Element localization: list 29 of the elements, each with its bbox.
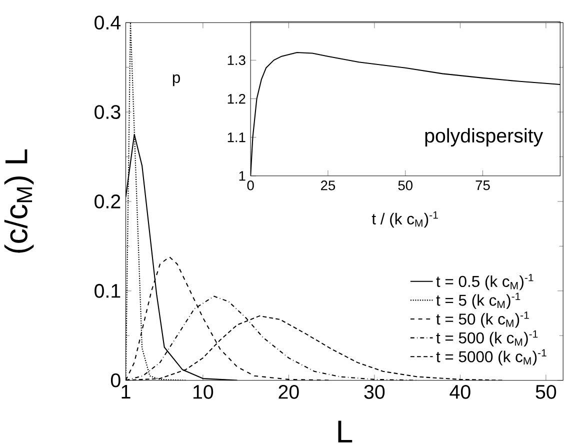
x-tick-label: 50 — [398, 180, 412, 190]
x-tick-label: 0 — [247, 180, 254, 190]
x-tick-label: 10 — [194, 384, 214, 399]
x-tick-label: 75 — [476, 180, 490, 190]
x-axis-title: t / (k c$_{M}$)$^{-1}$ — [372, 211, 438, 228]
y-tick-label: 1.1 — [228, 132, 246, 142]
y-tick-label: 1.2 — [228, 94, 246, 104]
x-tick-label: 50 — [536, 384, 556, 399]
y-tick-label: 0.3 — [94, 105, 120, 119]
legend-label: t = 5000 (k c$_{M}$)$^{-1}$ — [436, 349, 546, 366]
y-tick-label: 1.3 — [228, 55, 246, 66]
y-axis-title: (c/c$_{M}$) L — [4, 149, 34, 253]
y-tick-label: 1 — [239, 171, 246, 181]
annotation: polydispersity — [425, 128, 544, 146]
legend-label: t = 500 (k c$_{M}$)$^{-1}$ — [436, 330, 538, 346]
x-tick-label: 25 — [321, 180, 336, 190]
legend-label: t = 5 (k c$_{M}$)$^{-1}$ — [436, 292, 520, 309]
x-tick-label: 1 — [122, 384, 130, 398]
y-tick-label: 0.1 — [94, 284, 120, 298]
x-axis-title: L — [338, 420, 352, 442]
y-tick-label: 0.4 — [94, 16, 121, 30]
x-tick-label: 30 — [364, 384, 385, 399]
y-tick-label: 0 — [110, 373, 120, 388]
y-tick-label: 0.2 — [94, 194, 120, 208]
x-tick-label: 40 — [450, 384, 470, 399]
legend-label: t = 0.5 (k c$_{M}$)$^{-1}$ — [436, 274, 534, 290]
legend-label: t = 50 (k c$_{M}$)$^{-1}$ — [436, 312, 529, 328]
y-axis-title: p — [172, 74, 180, 86]
x-tick-label: 20 — [278, 384, 299, 399]
